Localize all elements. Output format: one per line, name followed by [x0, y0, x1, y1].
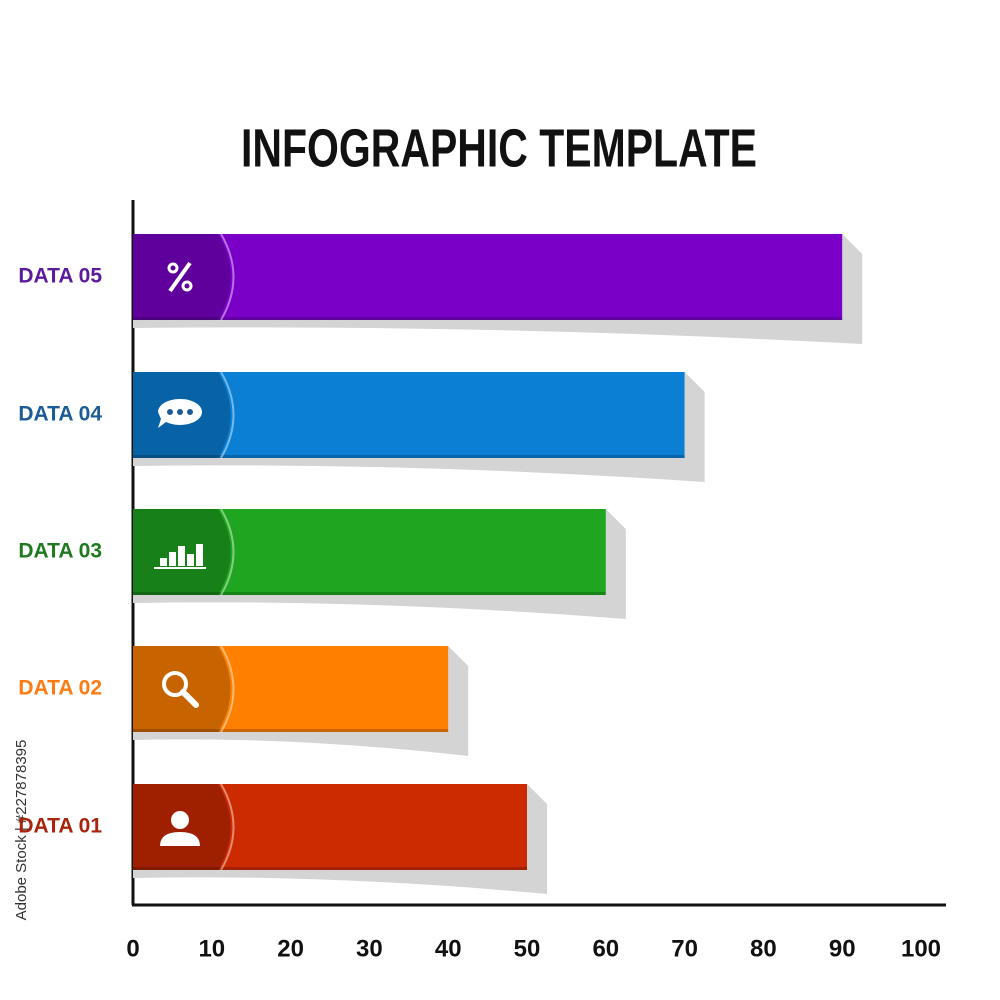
bar-icon [133, 508, 235, 596]
bar [133, 234, 843, 320]
icon-arc [220, 233, 235, 321]
icon-arc [220, 645, 235, 733]
bar-icon [133, 233, 235, 321]
x-tick-label: 90 [829, 935, 856, 962]
bar-icon [133, 371, 235, 459]
bar-icon [133, 645, 235, 733]
x-tick-label: 70 [671, 935, 698, 962]
icon-arc [220, 508, 235, 596]
icon [178, 546, 185, 566]
bar-edge [133, 317, 843, 320]
bar-shadow [133, 234, 863, 344]
icon [196, 544, 203, 566]
bar-shadow [133, 646, 469, 756]
x-tick-label: 20 [277, 935, 304, 962]
watermark: Adobe Stock | #227878395 [13, 740, 30, 921]
icon [187, 554, 194, 566]
bar [133, 372, 685, 458]
bar-edge [133, 867, 527, 870]
icon [180, 689, 199, 708]
x-tick-label: 10 [198, 935, 225, 962]
icon [167, 409, 173, 415]
bar [133, 784, 527, 870]
x-tick-label: 60 [592, 935, 619, 962]
icon-arc [220, 371, 235, 459]
x-tick-label: 40 [435, 935, 462, 962]
icon [171, 811, 189, 829]
bar-shadow [133, 784, 547, 894]
icon [160, 558, 167, 566]
chart-title: INFOGRAPHIC TEMPLATE [241, 118, 757, 178]
icon [162, 671, 188, 697]
bar-shadow [133, 372, 705, 482]
icon-arc [220, 783, 235, 871]
y-tick-label: DATA 03 [18, 540, 102, 563]
icon [160, 832, 200, 846]
y-tick-label: DATA 01 [18, 815, 102, 838]
icon [187, 409, 193, 415]
bar-edge [133, 729, 449, 732]
x-tick-label: 0 [126, 935, 139, 962]
icon [177, 409, 183, 415]
bar-edge [133, 592, 606, 595]
icon [168, 261, 192, 293]
x-tick-label: 50 [514, 935, 541, 962]
bar-edge [133, 455, 685, 458]
y-tick-label: DATA 02 [18, 677, 102, 700]
bar-icon [133, 783, 235, 871]
y-tick-label: DATA 04 [18, 403, 102, 426]
bar-shadow [133, 509, 626, 619]
x-tick-label: 80 [750, 935, 777, 962]
icon [169, 552, 176, 566]
x-tick-label: 100 [901, 935, 941, 962]
icon [167, 262, 179, 274]
x-tick-label: 30 [356, 935, 383, 962]
icon-panel [133, 646, 231, 732]
y-tick-label: DATA 05 [18, 265, 102, 288]
bar [133, 509, 606, 595]
icon [181, 280, 193, 292]
